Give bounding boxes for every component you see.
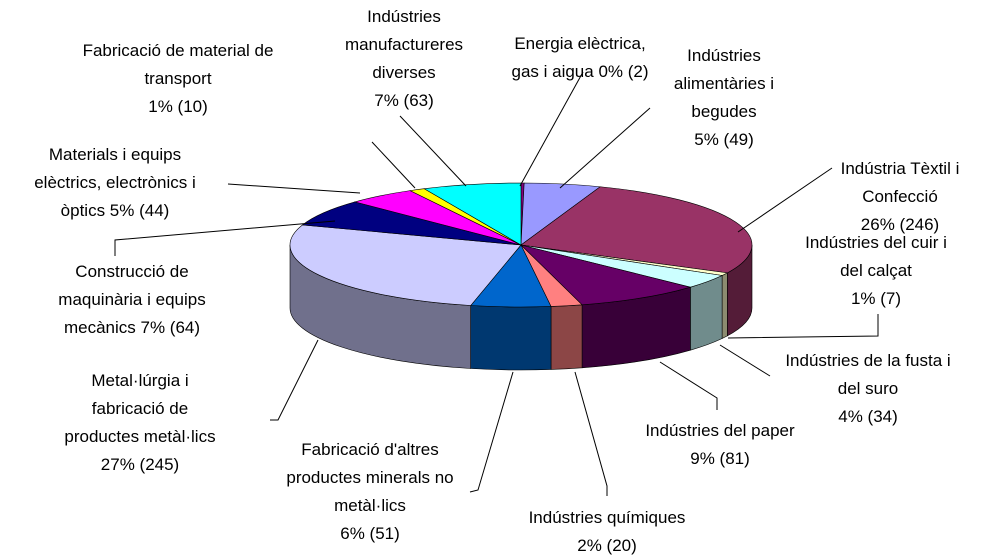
label-line: productes metàl·lics [64,427,215,446]
slice-side [550,304,583,370]
slice-label: Indústries alimentàries i begudes 5% (49) [674,46,774,149]
label-line: Indústries [367,7,441,26]
label-line: productes minerals no [286,468,453,487]
label-line: Fabricació de material de [83,41,274,60]
slice [520,244,692,306]
leader-line [574,371,608,496]
label-line: Indústries del cuir i [805,233,947,252]
leader-line [559,107,651,189]
value-label: 0% (2) [594,62,649,81]
value-label: 7% (64) [136,318,200,337]
leader-line [114,220,336,256]
slice-label: Indústries del paper 9% (81) [645,421,795,468]
label-line: diverses [372,63,435,82]
leader-line [469,371,514,493]
value-label: 1% (10) [148,97,208,116]
leader-line [519,71,584,187]
leader-line [659,361,718,410]
slice-label: Indústries químiques 2% (20) [529,508,686,555]
value-label: 4% (34) [838,407,898,426]
slice [520,186,753,274]
leader-line [270,339,319,421]
value-label: 26% (246) [861,215,939,234]
label-line: Construcció de [75,262,188,281]
leader-line [727,314,879,339]
label-line: manufactureres [345,35,463,54]
slice-label: Indústries del cuir i del calçat 1% (7) [805,233,947,308]
label-line: Indústries [687,46,761,65]
label-line: Materials i equips [49,145,181,164]
slice-label: Metal·lúrgia i fabricació de productes met… [64,371,215,474]
label-line: Energia elèctrica, [514,34,645,53]
leader-line [399,115,467,187]
label-line: mecànics [64,318,136,337]
slice-side [721,272,728,339]
label-line: Indústria Tèxtil i [841,159,960,178]
label-line: maquinària i equips [58,290,205,309]
value-label: 27% (245) [101,455,179,474]
label-line: metàl·lics [334,496,406,515]
slice-label: Construcció de maquinària i equips mecànic… [58,262,205,337]
leader-line [227,183,361,194]
label-line: Indústries del paper [645,421,795,440]
leader-line [371,141,416,189]
label-line: Confecció [862,187,938,206]
slice-label: Energia elèctrica, gas i aigua 0% (2) [511,34,648,81]
label-line: fabricació de [92,399,188,418]
slice-side [470,305,552,371]
label-line: elèctrics, electrònics i [34,173,196,192]
leader-line [719,344,771,377]
label-line: del suro [838,379,898,398]
value-label: 5% (44) [105,201,169,220]
slice-label: Indústria Tèxtil i Confecció 26% (246) [841,159,960,234]
slice-label: Indústries de la fusta i del suro 4% (34) [785,351,950,426]
slice-label: Fabricació d'altres productes minerals no… [286,440,453,543]
slice-label: Fabricació de material de transport 1% (10… [83,41,274,116]
label-line: del calçat [840,261,912,280]
slice [301,201,522,246]
slice-label: Indústries manufactureres diverses 7% (63) [345,7,463,110]
label-line: Indústries de la fusta i [785,351,950,370]
label-line: Fabricació d'altres [301,440,438,459]
value-label: 6% (51) [340,524,400,543]
value-label: 7% (63) [374,91,434,110]
slice [289,224,522,306]
label-line: alimentàries i [674,74,774,93]
value-label: 2% (20) [577,536,637,555]
label-line: Indústries químiques [529,508,686,527]
value-label: 1% (7) [851,289,901,308]
leader-line [737,167,833,233]
label-line: gas i aigua [511,62,594,81]
slice-side [690,275,723,351]
slice [423,182,522,246]
value-label: 9% (81) [690,449,750,468]
label-line: òptics [61,201,105,220]
value-label: 5% (49) [694,130,754,149]
label-line: transport [144,69,211,88]
slice-label: Materials i equips elèctrics, electrònics… [34,145,196,220]
label-line: begudes [691,102,756,121]
label-line: Metal·lúrgia i [91,371,188,390]
